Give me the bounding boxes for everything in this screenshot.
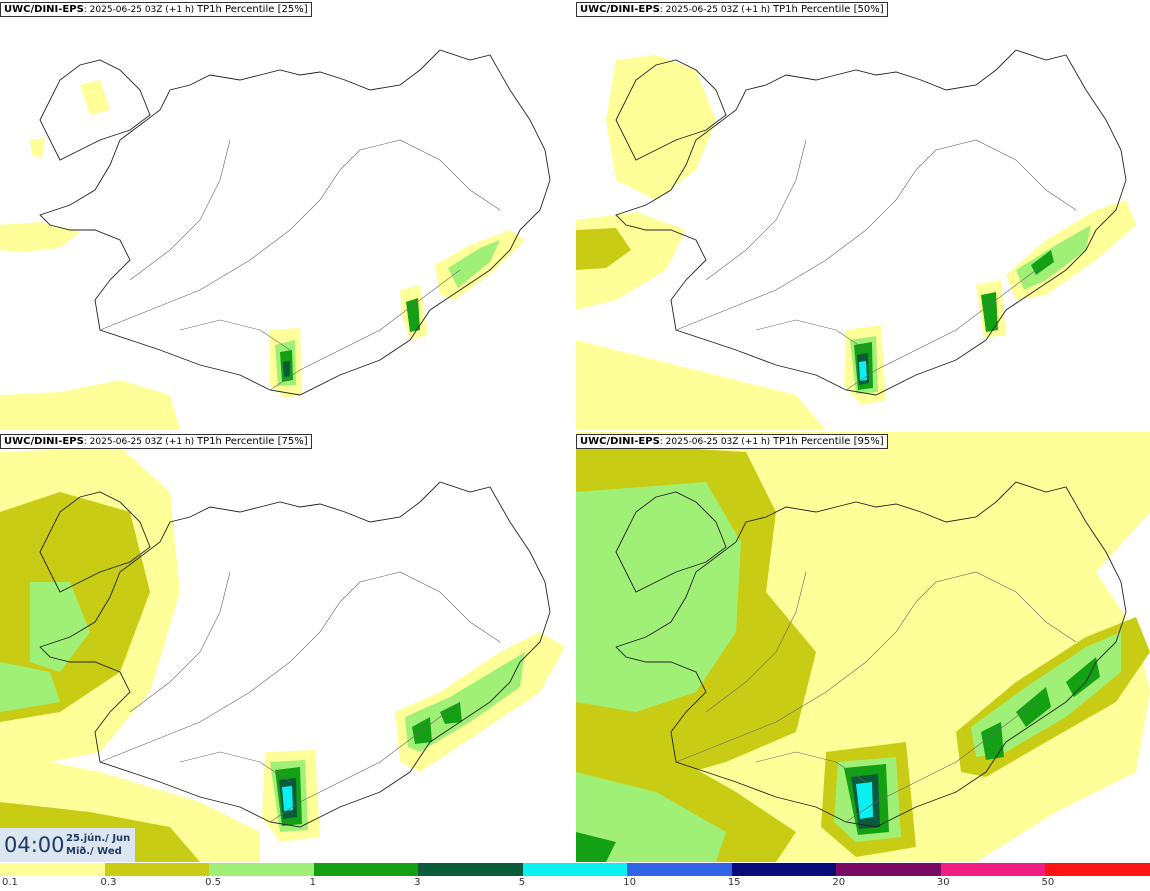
parameter-label: TP1h Percentile [50%] bbox=[773, 4, 884, 15]
legend-label: 5 bbox=[518, 877, 526, 888]
coastline bbox=[615, 481, 1127, 828]
legend-swatch bbox=[731, 863, 837, 876]
road-network bbox=[675, 571, 1077, 823]
parameter-label: TP1h Percentile [95%] bbox=[773, 436, 884, 447]
run-info: : 2025-06-25 03Z (+1 h) bbox=[83, 5, 195, 15]
legend-swatch bbox=[836, 863, 941, 876]
model-name: UWC/DINI-EPS bbox=[580, 436, 660, 447]
legend-label: 1 bbox=[309, 877, 316, 888]
legend-label: 0.5 bbox=[205, 877, 221, 888]
precip-field bbox=[576, 432, 1150, 862]
run-info: : 2025-06-25 03Z (+1 h) bbox=[659, 5, 771, 15]
run-info: : 2025-06-25 03Z (+1 h) bbox=[659, 437, 771, 447]
precipitation-map bbox=[0, 447, 565, 862]
valid-date: 25.jún./ Jun Mið./ Wed bbox=[66, 832, 130, 858]
legend-swatch bbox=[418, 863, 523, 876]
legend-swatch bbox=[1045, 863, 1150, 876]
panel-header: UWC/DINI-EPS: 2025-06-25 03Z (+1 h) TP1h… bbox=[576, 2, 888, 17]
legend-label: 50 bbox=[1041, 877, 1055, 888]
road-network bbox=[675, 139, 1077, 391]
precipitation-map bbox=[0, 49, 551, 430]
map-panel-p50: UWC/DINI-EPS: 2025-06-25 03Z (+1 h) TP1h… bbox=[576, 0, 1150, 430]
coastline bbox=[39, 49, 551, 396]
model-name: UWC/DINI-EPS bbox=[580, 4, 660, 15]
precipitation-map bbox=[576, 432, 1150, 862]
legend-label: 0.3 bbox=[100, 877, 117, 888]
precip-field bbox=[576, 55, 1136, 430]
parameter-label: TP1h Percentile [75%] bbox=[197, 436, 308, 447]
date-line-2: Mið./ Wed bbox=[66, 846, 122, 857]
legend-label: 0.1 bbox=[2, 877, 18, 888]
precipitation-map bbox=[576, 49, 1136, 430]
legend-swatch bbox=[104, 863, 210, 876]
coastline bbox=[615, 49, 1127, 396]
valid-time-box: 04:00 25.jún./ Jun Mið./ Wed bbox=[0, 828, 135, 862]
legend-label: 3 bbox=[414, 877, 421, 888]
panel-header: UWC/DINI-EPS: 2025-06-25 03Z (+1 h) TP1h… bbox=[0, 434, 312, 449]
precip-field bbox=[0, 447, 565, 862]
legend-swatch bbox=[313, 863, 419, 876]
color-scale-labels: 0.1 0.3 0.5 1 3 5 10 15 20 30 50 bbox=[0, 877, 1150, 891]
road-network bbox=[99, 571, 501, 823]
panel-header: UWC/DINI-EPS: 2025-06-25 03Z (+1 h) TP1h… bbox=[576, 434, 888, 449]
panel-header: UWC/DINI-EPS: 2025-06-25 03Z (+1 h) TP1h… bbox=[0, 2, 312, 17]
date-line-1: 25.jún./ Jun bbox=[66, 833, 131, 844]
run-info: : 2025-06-25 03Z (+1 h) bbox=[83, 437, 195, 447]
legend-label: 15 bbox=[727, 877, 741, 888]
legend-swatch bbox=[627, 863, 732, 876]
legend-label: 10 bbox=[623, 877, 636, 888]
color-scale-bar bbox=[0, 863, 1150, 876]
map-panel-p75: UWC/DINI-EPS: 2025-06-25 03Z (+1 h) TP1h… bbox=[0, 432, 574, 862]
legend-label: 20 bbox=[832, 877, 846, 888]
legend-swatch bbox=[0, 863, 105, 876]
valid-time: 04:00 bbox=[4, 833, 65, 857]
precip-field bbox=[0, 80, 525, 430]
legend-swatch bbox=[940, 863, 1046, 876]
road-network bbox=[99, 139, 501, 391]
parameter-label: TP1h Percentile [25%] bbox=[197, 4, 308, 15]
map-panel-p25: UWC/DINI-EPS: 2025-06-25 03Z (+1 h) TP1h… bbox=[0, 0, 574, 430]
legend-swatch bbox=[209, 863, 314, 876]
map-panel-p95: UWC/DINI-EPS: 2025-06-25 03Z (+1 h) TP1h… bbox=[576, 432, 1150, 862]
legend-swatch bbox=[522, 863, 628, 876]
model-name: UWC/DINI-EPS bbox=[4, 4, 84, 15]
legend-label: 30 bbox=[936, 877, 950, 888]
coastline bbox=[39, 481, 551, 828]
model-name: UWC/DINI-EPS bbox=[4, 436, 84, 447]
